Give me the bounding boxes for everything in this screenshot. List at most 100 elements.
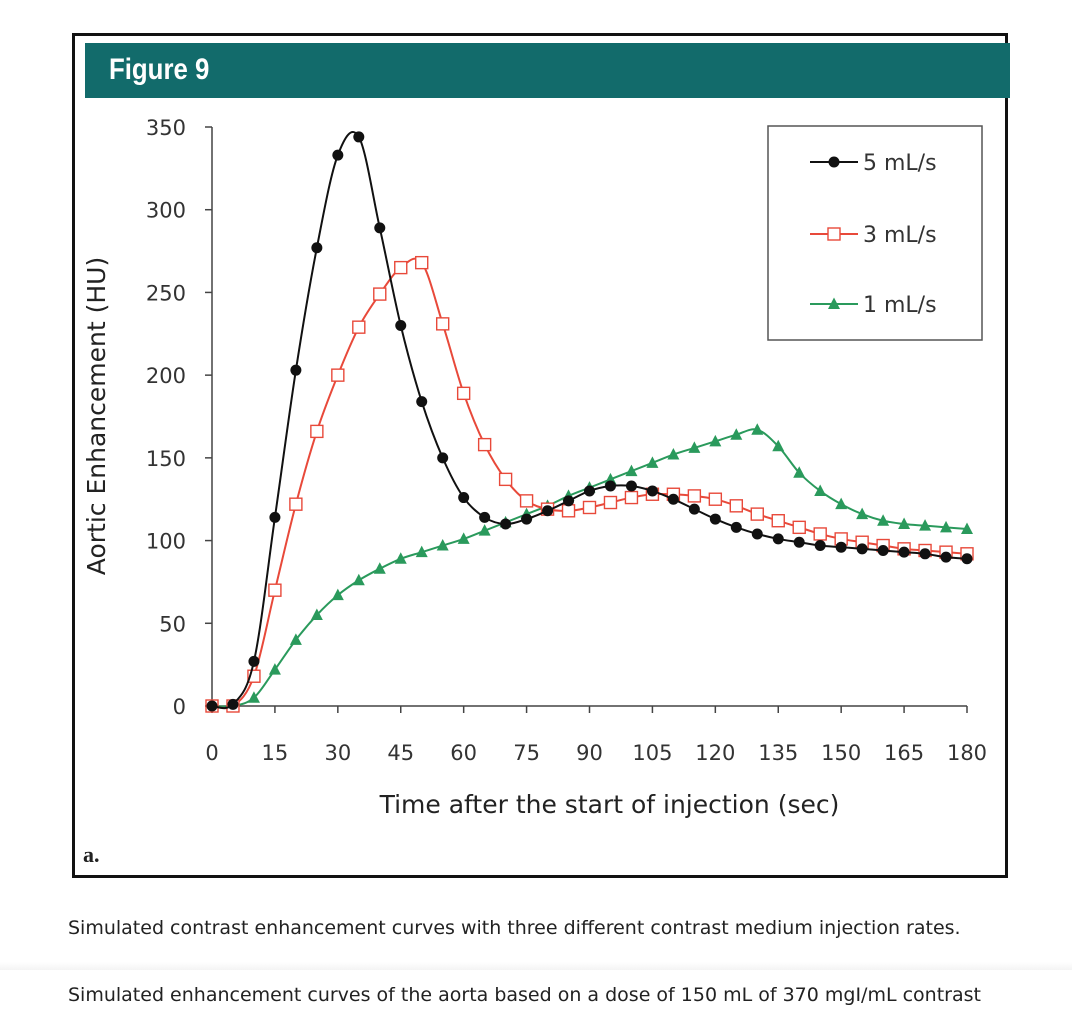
x-tick-label: 150 — [821, 741, 861, 765]
series-5-ml-s-point — [500, 518, 512, 530]
series-5-ml-s-point — [940, 551, 952, 563]
x-tick-label: 75 — [513, 741, 540, 765]
series-3-ml-s-point — [624, 490, 639, 505]
series-1-ml-s-point — [646, 456, 659, 468]
series-1-ml-s-point — [940, 520, 953, 533]
y-axis-label: Aortic Enhancement (HU) — [82, 257, 111, 575]
series-5-ml-s-point — [835, 541, 847, 553]
legend-swatch-marker — [828, 297, 840, 309]
aortic-enhancement-chart: 0 50 100 150 200 250 300 350 0 15 30 45 60 75 90 105 120… — [82, 116, 987, 819]
series-1-ml-s-point — [688, 441, 701, 453]
series-3-ml-s-point — [729, 499, 744, 513]
x-tick-label: 105 — [632, 741, 672, 765]
series-3-ml-s-point — [310, 424, 324, 439]
series-3-ml-s-point — [561, 504, 576, 518]
series-3-ml-s-point — [792, 520, 806, 535]
figure-header: Figure 9 — [85, 43, 1010, 98]
series-5-ml-s-point — [206, 700, 218, 712]
x-tick-label: 30 — [324, 741, 351, 765]
series-3-ml-s-point — [352, 320, 366, 334]
series-5-ml-s-point — [479, 511, 491, 523]
series-3-ml-s-point — [708, 492, 723, 506]
series-1-ml-s-point — [331, 588, 344, 601]
series-5-ml-s-point — [856, 543, 868, 555]
series-5-ml-s-point — [709, 513, 721, 525]
series-1-ml-s-point — [877, 514, 890, 526]
series-5-ml-s-point — [772, 533, 784, 545]
series-3-ml-s-point — [456, 386, 471, 401]
y-tick-label: 50 — [159, 612, 186, 636]
x-tick-label: 120 — [695, 741, 735, 765]
legend-swatch-marker — [828, 156, 840, 168]
series-5-ml-s-point — [290, 364, 302, 376]
series-3-ml-s-point — [582, 500, 597, 515]
series-3-ml-s-point — [750, 507, 764, 521]
series-1-ml-s-point — [730, 428, 743, 440]
x-tick-label: 0 — [205, 741, 218, 765]
x-tick-label: 60 — [450, 741, 477, 765]
y-tick-label: 200 — [146, 364, 186, 388]
series-1-ml-s-point — [352, 573, 365, 586]
legend-swatch-marker — [827, 227, 841, 241]
series-1-ml-s-point — [898, 517, 911, 530]
series-5-ml-s-point — [877, 544, 889, 556]
series-5-ml-s-point — [437, 452, 449, 464]
x-tick-label: 45 — [387, 741, 414, 765]
series-1-ml-s-point — [457, 532, 470, 544]
x-tick-label: 15 — [262, 741, 289, 765]
series-1-ml-s-point — [373, 562, 386, 574]
figure-caption-short: Simulated contrast enhancement curves wi… — [68, 917, 961, 939]
x-tick-label: 90 — [576, 741, 603, 765]
series-3-ml-s-point — [289, 497, 303, 511]
series-3-ml-s-point — [331, 368, 345, 382]
series-3-ml-s-point — [498, 472, 513, 487]
x-axis-label: Time after the start of injection (sec) — [379, 790, 840, 819]
y-tick-label: 350 — [146, 116, 186, 140]
series-3-ml-s-point — [687, 489, 702, 503]
series-1-ml-s-point — [436, 539, 449, 551]
legend-label: 1 mL/s — [863, 293, 937, 318]
legend-label: 3 mL/s — [863, 223, 937, 248]
series-5-ml-s-point — [311, 242, 323, 254]
legend-box — [767, 125, 983, 341]
series-5-ml-s-point — [793, 536, 805, 548]
series-5-ml-s-point — [227, 698, 239, 710]
series-5-ml-s-point — [416, 396, 428, 408]
y-tick-label: 300 — [146, 199, 186, 223]
series-5-ml-s-point — [898, 546, 910, 558]
series-1-ml-s-point — [709, 434, 722, 447]
chart-series-layer — [205, 131, 974, 713]
series-1-ml-s-point — [751, 423, 764, 435]
series-5-ml-s-point — [395, 320, 407, 332]
panel-label: a. — [83, 842, 100, 867]
series-1-ml-s-point — [961, 522, 973, 534]
series-1-ml-s-point — [625, 464, 638, 477]
series-3-ml-s-point — [415, 255, 429, 270]
series-5-ml-s-point — [563, 495, 575, 507]
x-tick-label: 180 — [947, 741, 987, 765]
series-5-ml-s-point — [374, 222, 386, 234]
x-tick-label: 135 — [758, 741, 798, 765]
series-3-ml-s-point — [435, 317, 450, 331]
series-3-ml-s-point — [268, 583, 282, 597]
series-1-ml-s-point — [247, 691, 260, 703]
series-5-ml-s-point — [353, 131, 365, 143]
series-5-ml-s-point — [458, 492, 470, 504]
series-1-ml-s-point — [772, 439, 785, 452]
series-3-ml-s-point — [373, 287, 387, 301]
series-5-ml-s-group — [206, 131, 973, 712]
section-divider — [0, 962, 1072, 970]
series-3-ml-s-point — [394, 260, 408, 275]
series-1-ml-s-point — [856, 507, 869, 520]
series-5-ml-s-point — [542, 505, 554, 517]
series-1-ml-s-group — [206, 423, 973, 711]
series-5-ml-s-point — [751, 528, 763, 540]
series-5-ml-s-point — [688, 503, 700, 515]
series-5-ml-s-point — [269, 511, 281, 523]
chart-axes: 0 50 100 150 200 250 300 350 0 15 30 45 60 75 90 105 120… — [82, 116, 987, 819]
series-5-ml-s-point — [625, 480, 637, 492]
series-5-ml-s-point — [248, 655, 260, 667]
series-1-ml-s-point — [919, 519, 932, 531]
series-3-ml-s-point — [771, 514, 785, 528]
series-5-ml-s-point — [646, 485, 658, 497]
